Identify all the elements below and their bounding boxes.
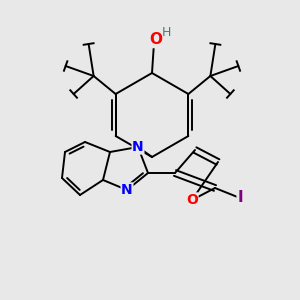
Text: N: N: [121, 183, 133, 197]
Text: O: O: [149, 32, 163, 47]
Text: I: I: [237, 190, 243, 206]
Text: N: N: [132, 140, 144, 154]
Text: H: H: [161, 26, 171, 40]
Text: O: O: [186, 193, 198, 207]
